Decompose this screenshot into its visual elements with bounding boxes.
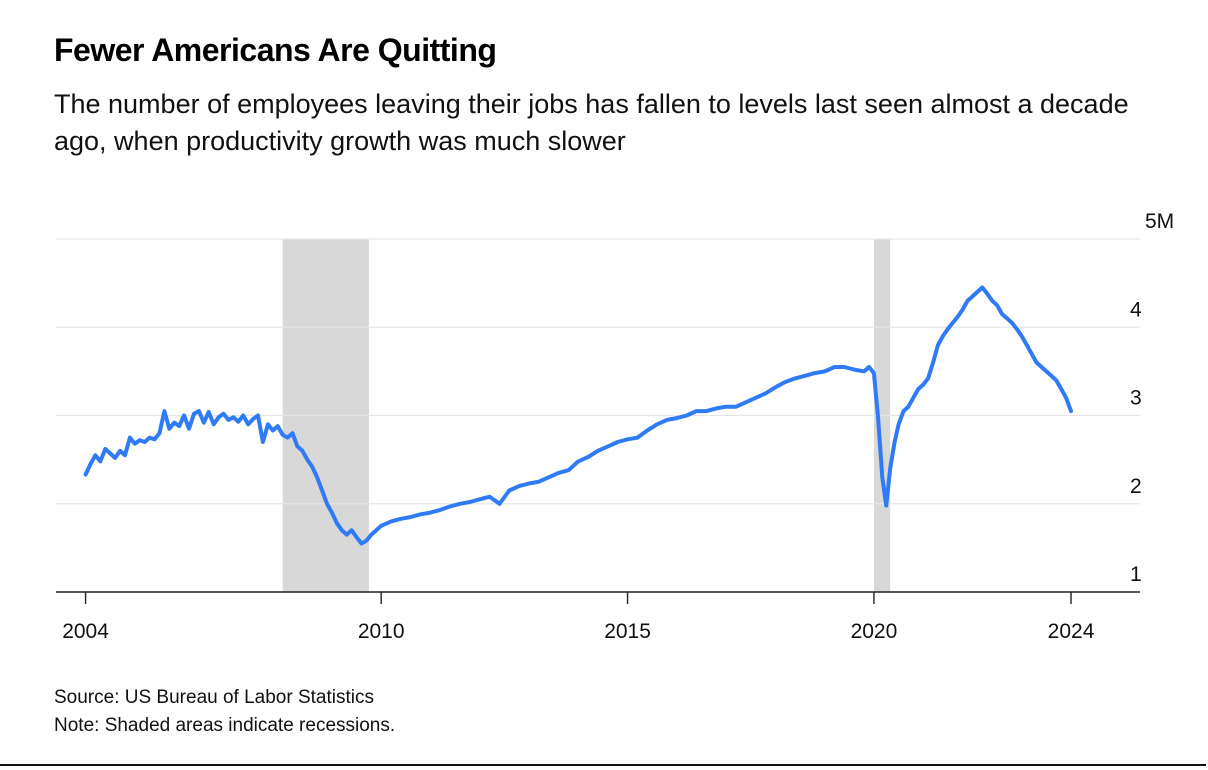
x-tick-label-2004: 2004	[62, 620, 109, 643]
x-axis	[56, 591, 1140, 604]
gridlines	[56, 238, 1140, 505]
recession-note: Note: Shaded areas indicate recessions.	[54, 715, 396, 736]
line-chart: 1 2 3 4 5M 2004 2010 2015 2020 2024	[56, 210, 1174, 643]
x-tick-label-2010: 2010	[358, 620, 405, 643]
chart-footer: Source: US Bureau of Labor Statistics No…	[54, 684, 395, 740]
y-tick-label-1: 1	[1130, 563, 1142, 586]
chart-title: Fewer Americans Are Quitting	[54, 32, 497, 68]
y-tick-label-3: 3	[1130, 387, 1142, 410]
y-tick-label-4: 4	[1130, 298, 1142, 321]
source-note: Source: US Bureau of Labor Statistics	[54, 687, 374, 708]
y-axis-labels: 1 2 3 4 5M	[1130, 210, 1174, 586]
series-line-1	[83, 285, 1073, 546]
series-layer	[83, 285, 1073, 546]
x-axis-labels: 2004 2010 2015 2020 2024	[62, 620, 1094, 643]
y-tick-label-2: 2	[1130, 475, 1142, 498]
chart-subtitle: The number of employees leaving their jo…	[54, 89, 1129, 156]
x-tick-label-2015: 2015	[604, 620, 651, 643]
y-tick-label-5: 5M	[1145, 210, 1174, 233]
x-tick-label-2020: 2020	[851, 620, 898, 643]
x-tick-label-2024: 2024	[1048, 620, 1095, 643]
